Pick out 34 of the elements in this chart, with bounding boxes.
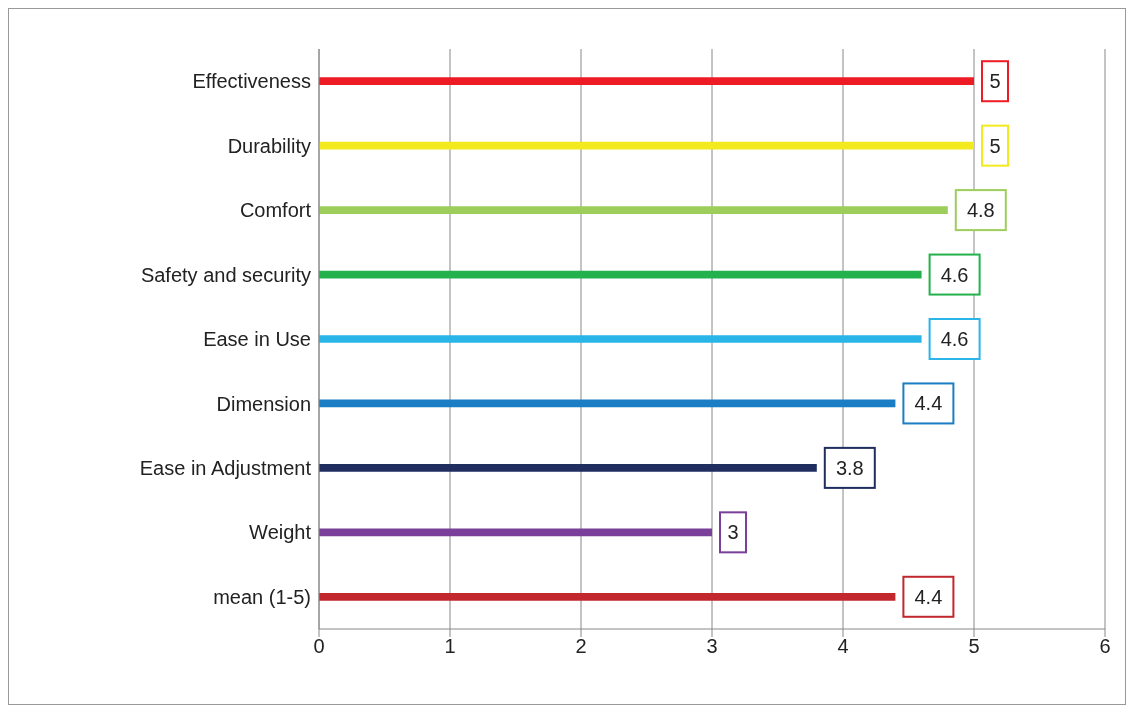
data-label: 4.4	[914, 392, 943, 415]
data-label: 3	[727, 521, 739, 544]
x-tick-label: 4	[837, 635, 849, 658]
y-tick-label: Ease in Adjustment	[139, 456, 312, 479]
x-tick-label: 0	[313, 635, 325, 658]
data-label: 5	[989, 134, 1001, 157]
y-tick-label: mean (1-5)	[213, 585, 311, 608]
x-tick-label: 6	[1099, 635, 1111, 658]
data-label: 4.4	[914, 585, 943, 608]
bar	[319, 528, 712, 537]
bar	[319, 464, 817, 472]
bar	[319, 270, 922, 279]
data-label: 4.6	[940, 328, 969, 350]
bar	[319, 335, 922, 343]
bar	[319, 592, 896, 601]
data-label: 3.8	[835, 456, 864, 479]
data-label: 4.6	[940, 263, 969, 286]
y-tick-label: Dimension	[216, 392, 311, 415]
x-tick-label: 3	[706, 635, 718, 658]
y-tick-label: Effectiveness	[192, 70, 311, 93]
y-tick-label: Safety and security	[140, 263, 311, 286]
y-tick-label: Comfort	[239, 199, 312, 222]
bar	[319, 399, 896, 408]
bar	[319, 77, 974, 86]
x-tick-label: 5	[968, 635, 980, 658]
data-label: 4.8	[966, 199, 995, 222]
bar	[319, 206, 948, 214]
data-label: 5	[989, 70, 1001, 93]
y-tick-label: Weight	[249, 521, 312, 544]
x-tick-label: 2	[575, 635, 587, 658]
x-tick-label: 1	[444, 635, 456, 658]
y-tick-label: Durability	[227, 134, 311, 157]
y-tick-label: Ease in Use	[203, 328, 311, 351]
bar	[319, 141, 974, 150]
